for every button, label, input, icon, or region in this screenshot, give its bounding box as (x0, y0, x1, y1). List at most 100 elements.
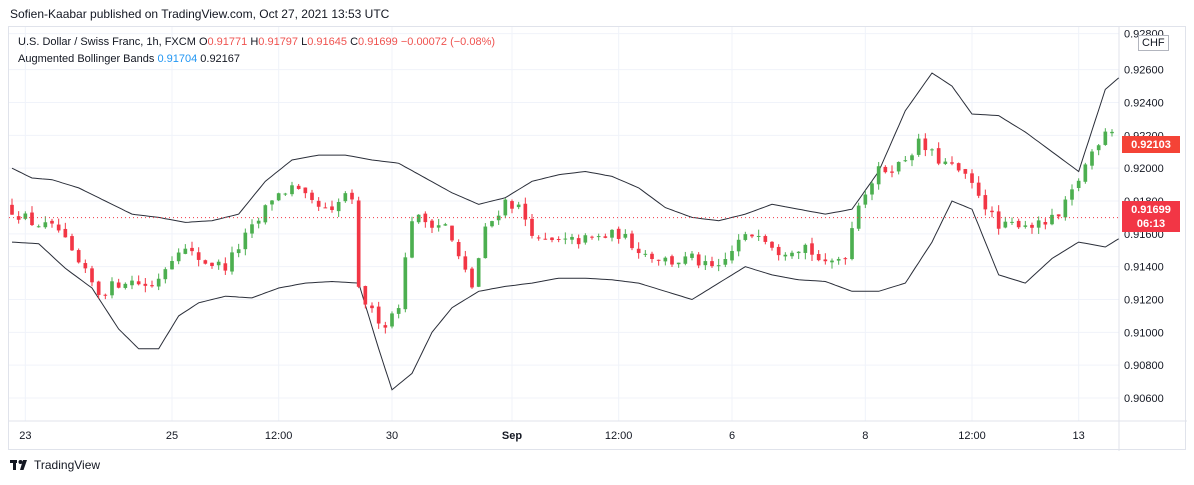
candle-body (136, 281, 141, 285)
candle-body (770, 241, 774, 248)
upper-band-line (11, 72, 1120, 223)
candle-body (90, 268, 94, 283)
candle-body (490, 221, 494, 227)
candle-body (103, 294, 108, 296)
candle-body (903, 160, 908, 162)
candle-body (1050, 214, 1054, 225)
candle-body (363, 286, 368, 305)
close-label: C (350, 36, 359, 48)
currency-badge[interactable]: CHF (1138, 35, 1169, 51)
close-value: 0.91699 (358, 36, 398, 48)
candle-body (50, 220, 54, 224)
candle-body (470, 268, 474, 288)
candle-body (996, 211, 1001, 229)
candle-body (143, 283, 148, 286)
candle-body (710, 261, 714, 267)
candle-body (336, 201, 341, 212)
candle-body (183, 248, 188, 254)
candle-body (1076, 180, 1081, 188)
candle-body (416, 214, 421, 223)
candle-body (216, 261, 221, 266)
candle-body (350, 192, 354, 200)
candle-body (576, 238, 581, 245)
candle-body (943, 161, 948, 164)
time-tick-label: 23 (19, 430, 31, 442)
candle-body (410, 221, 414, 258)
candle-body (850, 228, 854, 260)
price-tick-label: 0.92600 (1124, 65, 1164, 77)
high-label: H (250, 36, 259, 48)
candle-body (110, 281, 114, 296)
candle-body (610, 229, 614, 238)
candle-body (403, 257, 408, 310)
candle-body (650, 253, 654, 260)
candle-body (16, 216, 21, 220)
candle-body (876, 166, 881, 185)
candle-body (296, 185, 301, 189)
candle-body (1090, 151, 1094, 166)
candle-body (190, 247, 194, 252)
candle-body (290, 185, 294, 195)
candle-body (96, 281, 101, 295)
candle-body (910, 155, 914, 161)
time-tick-label: 8 (862, 430, 868, 442)
candle-body (63, 228, 68, 238)
candle-body (696, 254, 701, 266)
candle-body (10, 204, 14, 215)
tradingview-logo[interactable]: TradingView (10, 458, 100, 472)
candle-body (243, 232, 248, 250)
change-value: −0.00072 (−0.08%) (400, 36, 496, 48)
candle-body (1083, 164, 1088, 182)
candle-body (170, 261, 174, 270)
candle-body (983, 195, 988, 210)
tradingview-logo-icon (10, 460, 27, 470)
candle-body (523, 203, 528, 220)
candle-body (730, 250, 734, 261)
candle-body (383, 325, 388, 328)
candle-body (630, 233, 634, 249)
lower-band-line (11, 200, 1119, 391)
candle-body (1096, 145, 1101, 151)
candle-body (970, 173, 974, 183)
candle-body (676, 262, 681, 265)
candle-body (596, 236, 601, 238)
candle-body (150, 285, 154, 287)
indicator-legend[interactable]: Augmented Bollinger Bands 0.91704 0.9216… (18, 53, 240, 65)
candle-body (883, 166, 888, 173)
candle-body (890, 171, 894, 173)
candle-body (743, 234, 748, 240)
candle-body (923, 138, 928, 151)
candle-body (1003, 221, 1008, 228)
candle-body (263, 205, 268, 223)
candle-body (203, 260, 208, 264)
candle-body (956, 163, 961, 171)
candle-body (323, 207, 328, 209)
candle-body (376, 306, 381, 324)
candle-body (536, 237, 541, 239)
candle-body (83, 263, 88, 269)
symbol-legend: U.S. Dollar / Swiss Franc, 1h, FXCM O0.9… (18, 36, 495, 48)
candle-body (130, 280, 134, 286)
candle-body (636, 248, 641, 254)
candle-body (863, 194, 868, 205)
candle-body (276, 193, 281, 201)
price-chart[interactable]: 0.928000.926000.924000.922000.920000.918… (9, 27, 1187, 451)
candle-body (930, 149, 934, 151)
candle-body (1016, 220, 1021, 228)
candle-body (1103, 131, 1108, 145)
high-value: 0.91797 (258, 36, 299, 48)
candle-body (176, 252, 181, 262)
candle-body (563, 238, 568, 240)
candle-body (896, 161, 901, 172)
candle-body (643, 253, 648, 255)
candle-body (803, 244, 808, 253)
candle-body (656, 259, 661, 261)
candle-body (870, 183, 874, 195)
candle-body (503, 199, 508, 216)
time-tick-label: 25 (166, 430, 178, 442)
candle-body (303, 187, 308, 194)
candle-body (1070, 189, 1074, 200)
candle-body (736, 239, 741, 252)
candle-body (796, 251, 801, 254)
candle-body (976, 182, 981, 196)
